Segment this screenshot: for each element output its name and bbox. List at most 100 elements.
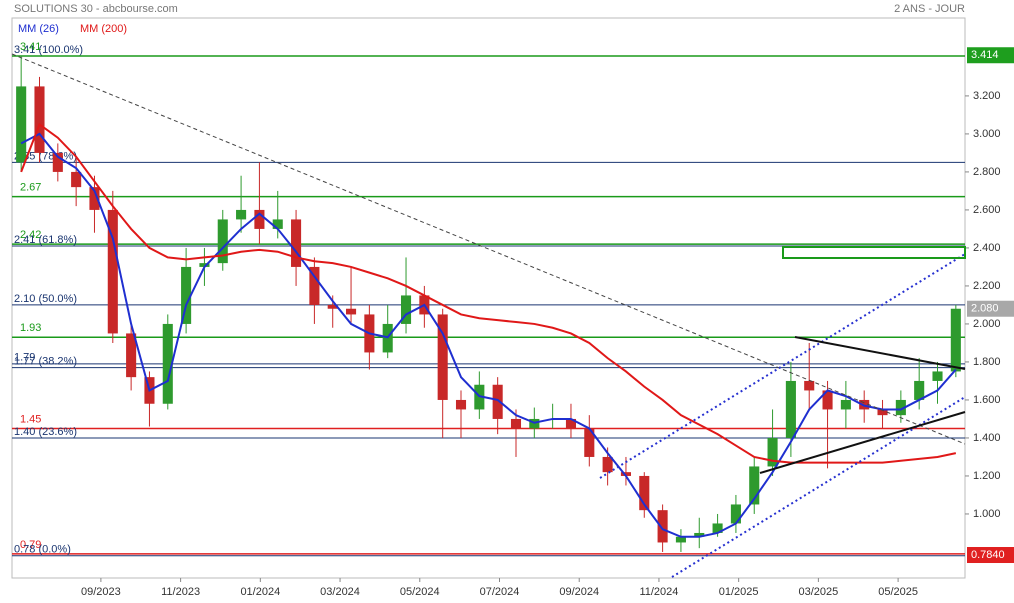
candle-body	[785, 380, 796, 438]
x-tick-label: 11/2024	[639, 586, 678, 598]
candle-body	[932, 371, 943, 381]
y-tick-label: 2.000	[973, 318, 1001, 330]
candle-body	[565, 418, 577, 429]
level-label: 2.42	[20, 229, 41, 241]
y-tick-label: 1.000	[973, 508, 1001, 520]
candle-body	[400, 295, 412, 324]
candle-body	[236, 209, 247, 220]
candle-body	[291, 219, 302, 267]
candle-body	[217, 219, 228, 264]
price-tag	[967, 47, 1014, 64]
candle-body	[840, 399, 851, 410]
candle-body	[694, 532, 705, 537]
x-tick-label: 03/2025	[799, 586, 839, 598]
price-tag	[967, 300, 1014, 317]
level-label: 2.10 (50.0%)	[14, 293, 77, 305]
candle-body	[309, 266, 320, 305]
level-label: 1.45	[20, 413, 41, 425]
y-tick-label: 1.400	[973, 432, 1001, 444]
x-tick-label: 11/2023	[161, 586, 200, 598]
y-tick-label: 2.800	[973, 166, 1001, 178]
level-label: 1.40 (23.6%)	[14, 426, 77, 438]
candle-body	[895, 399, 906, 416]
drawings	[11, 53, 966, 578]
y-tick-label: 2.200	[973, 280, 1001, 292]
y-tick-label: 2.600	[973, 204, 1001, 216]
candle-body	[914, 380, 925, 400]
x-tick-label: 01/2025	[719, 586, 759, 598]
y-tick-label: 3.200	[973, 90, 1001, 102]
candle-body	[639, 475, 650, 511]
candle-body	[34, 86, 45, 153]
level-label: 1.79	[14, 352, 35, 364]
candle-body	[950, 308, 961, 372]
candle-body	[346, 308, 357, 315]
candle-body	[730, 504, 741, 524]
candle-body	[657, 510, 668, 543]
plot-frame	[11, 17, 966, 579]
x-tick-label: 05/2025	[878, 586, 918, 598]
level-label: 3.41	[20, 41, 41, 53]
trendline	[11, 53, 966, 445]
ma-line	[20, 122, 957, 464]
channel-line	[599, 253, 966, 479]
candle-body	[877, 409, 888, 416]
candle-body	[767, 437, 778, 467]
target-zone	[782, 246, 966, 259]
price-tag	[967, 547, 1014, 564]
candle-body	[510, 418, 522, 429]
x-tick-label: 07/2024	[480, 586, 520, 598]
level-label: 2.41 (61.8%)	[14, 234, 77, 246]
chart-subtitle: 2 ANS - JOUR	[894, 3, 965, 15]
candle-body	[327, 304, 338, 309]
plot-layer: 1.000 1.200 1.400 1.600 1.800 2.000 2.200 2.400…	[12, 23, 1014, 598]
x-tick-label: 09/2023	[81, 586, 121, 598]
trendline	[794, 336, 966, 370]
candle-body	[107, 209, 118, 334]
candle-body	[254, 209, 265, 229]
level-label: 1.77 (38.2%)	[14, 356, 77, 368]
price-tag-label: 0.7840	[971, 549, 1005, 561]
candle-body	[712, 523, 723, 533]
x-tick-label: 05/2024	[400, 586, 440, 598]
legend-entry: MM (200)	[80, 23, 127, 35]
level-label: 0.79	[20, 539, 41, 551]
y-tick-label: 2.400	[973, 242, 1001, 254]
candle-body	[162, 323, 173, 404]
x-tick-label: 01/2024	[240, 586, 280, 598]
candle-body	[71, 171, 82, 188]
candle-body	[16, 86, 27, 163]
candle-body	[126, 333, 137, 378]
candle-body	[675, 536, 686, 543]
candle-body	[455, 399, 467, 410]
chart-title: SOLUTIONS 30 - abcbourse.com	[14, 3, 178, 15]
price-tag-label: 2.080	[971, 303, 999, 315]
candle-body	[272, 219, 283, 229]
candle-body	[602, 456, 613, 473]
x-tick-label: 03/2024	[320, 586, 360, 598]
price-tag-label: 3.414	[971, 49, 999, 61]
candle-body	[52, 152, 63, 172]
candle-body	[89, 187, 100, 210]
legend-entry: MM (26)	[18, 23, 59, 35]
y-tick-label: 1.200	[973, 470, 1001, 482]
candle-body	[492, 384, 503, 419]
candle-body	[804, 380, 815, 391]
y-tick-label: 3.000	[973, 128, 1001, 140]
level-label: 1.93	[20, 322, 41, 334]
candle-body	[620, 472, 631, 476]
candle-body	[199, 263, 210, 267]
candle-body	[584, 428, 595, 457]
x-tick-label: 09/2024	[559, 586, 599, 598]
y-tick-label: 1.600	[973, 394, 1001, 406]
trendline	[759, 411, 966, 474]
candle-body	[181, 266, 192, 324]
candle-body	[437, 314, 448, 400]
y-tick-label: 1.800	[973, 356, 1001, 368]
ma-line	[20, 132, 957, 538]
level-label: 3.41 (100.0%)	[14, 44, 83, 56]
level-label: 0.78 (0.0%)	[14, 544, 71, 556]
level-label: 2.67	[20, 182, 41, 194]
candle-body	[749, 466, 760, 505]
